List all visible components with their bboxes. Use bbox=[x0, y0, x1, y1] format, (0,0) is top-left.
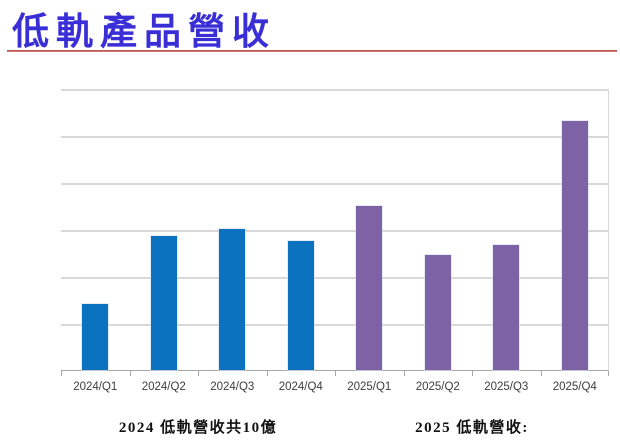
gridline bbox=[61, 230, 608, 232]
x-axis-label: 2024/Q4 bbox=[278, 381, 323, 393]
gridline bbox=[61, 277, 608, 279]
bar-2025-q1 bbox=[356, 205, 383, 370]
x-axis-label: 2025/Q4 bbox=[552, 381, 597, 393]
x-axis-tick bbox=[540, 371, 542, 376]
gridline bbox=[61, 324, 608, 326]
gridline bbox=[61, 89, 608, 91]
title-underline bbox=[7, 50, 617, 52]
x-axis-tick bbox=[403, 371, 405, 376]
x-axis-tick bbox=[472, 371, 473, 376]
bar-2024-q1 bbox=[82, 304, 109, 370]
bar-2024-q4 bbox=[287, 240, 314, 370]
x-axis-tick bbox=[266, 371, 268, 376]
annotation-2025-revenue: 2025 低軌營收: bbox=[415, 420, 529, 436]
x-axis-label: 2025/Q1 bbox=[347, 381, 392, 393]
x-axis-label: 2024/Q1 bbox=[73, 381, 118, 393]
x-axis-tick bbox=[198, 371, 199, 376]
x-axis-tick bbox=[608, 371, 609, 376]
bar-2025-q2 bbox=[424, 254, 451, 370]
page-title: 低軌產品營收 bbox=[12, 9, 276, 53]
x-axis-label: 2025/Q3 bbox=[484, 381, 529, 393]
gridline bbox=[61, 183, 608, 185]
bar-2024-q2 bbox=[150, 236, 177, 370]
bar-2024-q3 bbox=[219, 229, 246, 370]
x-axis-tick bbox=[335, 371, 336, 376]
plot-area: 2024/Q1 2024/Q2 2024/Q3 2024/Q4 2025/Q1 2025/… bbox=[61, 89, 609, 393]
bar-2025-q4 bbox=[561, 120, 588, 370]
gridline bbox=[61, 136, 608, 138]
annotation-2024-total: 2024 低軌營收共10億 bbox=[118, 420, 278, 436]
x-axis-label: 2024/Q3 bbox=[210, 381, 255, 393]
x-axis-tick bbox=[129, 371, 131, 376]
bar-2025-q3 bbox=[493, 245, 520, 370]
x-axis-tick bbox=[61, 371, 62, 376]
x-axis-label: 2024/Q2 bbox=[141, 381, 186, 393]
x-axis-label: 2025/Q2 bbox=[415, 381, 460, 393]
